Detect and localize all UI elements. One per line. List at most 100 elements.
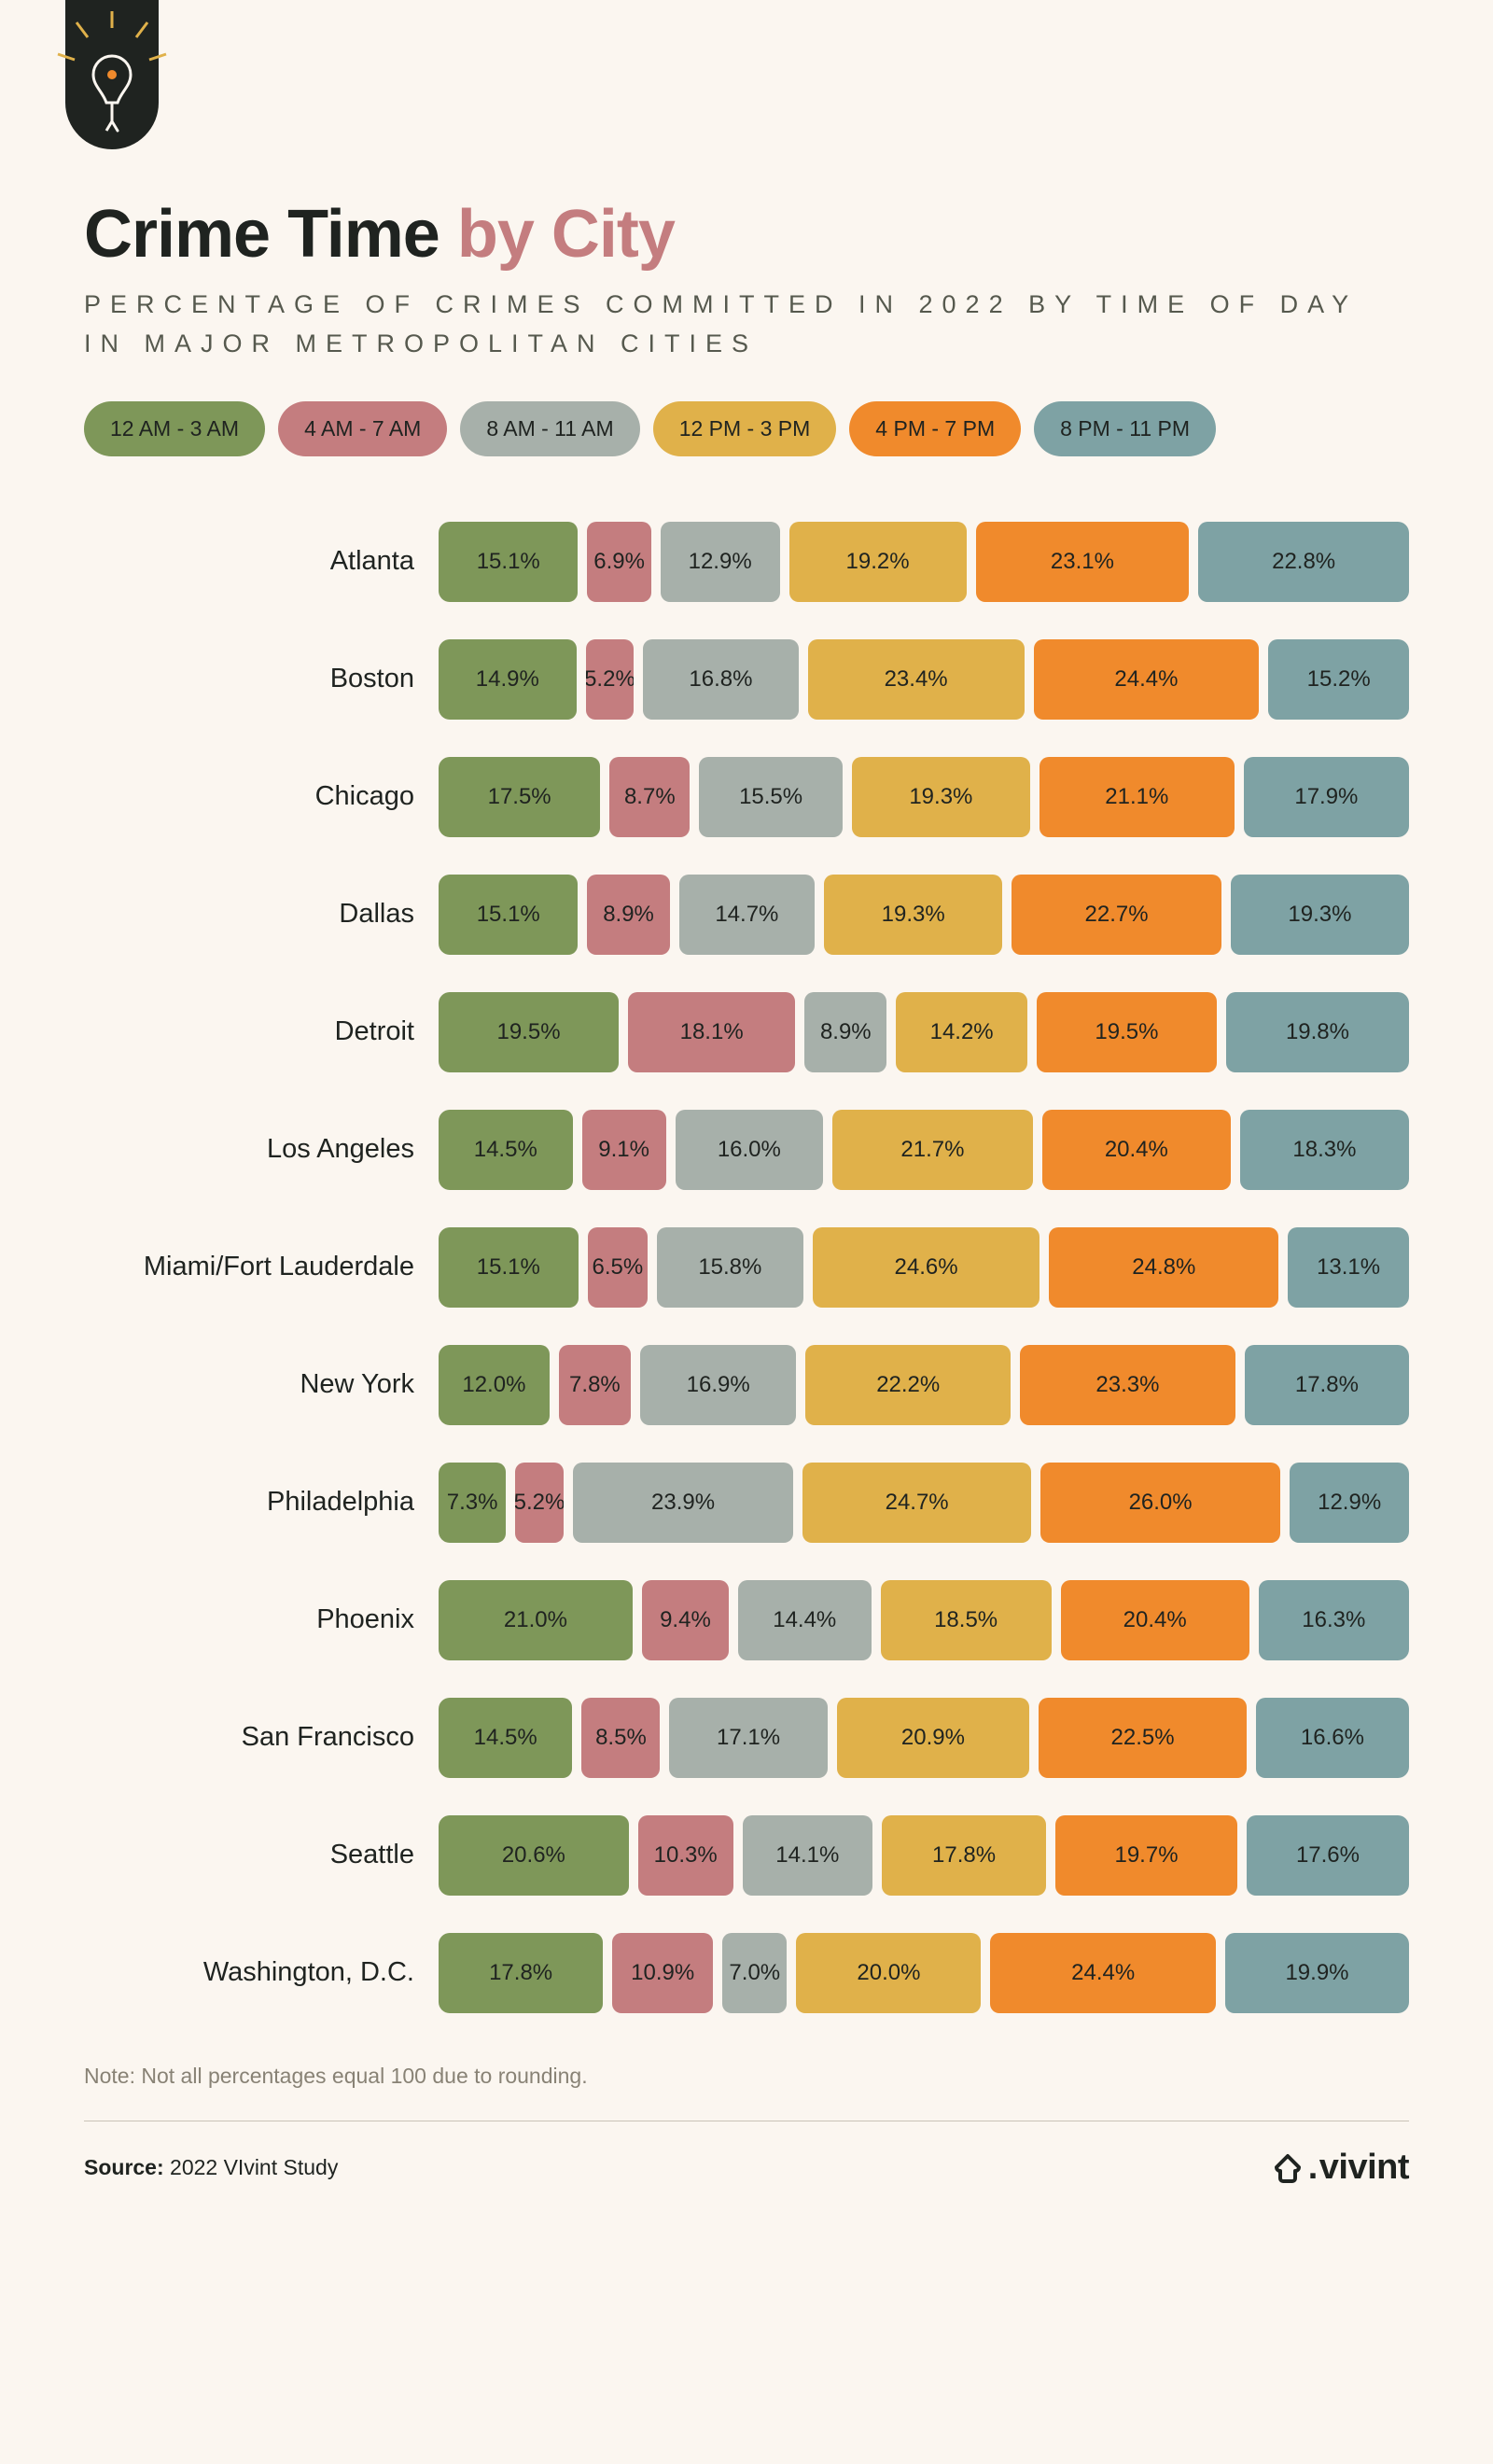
chart-row: Washington, D.C.17.8%10.9%7.0%20.0%24.4%…	[84, 1914, 1409, 2032]
row-label: San Francisco	[84, 1722, 439, 1753]
bar-segment: 23.9%	[573, 1463, 794, 1543]
source-label: Source:	[84, 2155, 164, 2179]
bar-segment: 22.7%	[1012, 875, 1221, 955]
bar-segment: 20.6%	[439, 1815, 629, 1896]
bar-segment: 19.8%	[1226, 992, 1409, 1072]
bar-segment: 21.7%	[832, 1110, 1033, 1190]
bar-segment: 23.1%	[976, 522, 1190, 602]
bar-segment: 26.0%	[1040, 1463, 1280, 1543]
bar-segment: 19.7%	[1055, 1815, 1237, 1896]
brand-logo: .vivint	[1269, 2148, 1409, 2188]
footer: Source: 2022 VIvint Study .vivint	[84, 2148, 1409, 2188]
bar-segment: 17.8%	[439, 1933, 603, 2013]
bar-segment: 19.5%	[439, 992, 619, 1072]
legend-item: 4 PM - 7 PM	[849, 401, 1021, 456]
bar-segment: 22.2%	[805, 1345, 1011, 1425]
bar-segment: 15.2%	[1268, 639, 1409, 720]
bar-segment: 17.5%	[439, 757, 600, 837]
bar-segment: 5.2%	[515, 1463, 563, 1543]
bar-segment: 22.5%	[1039, 1698, 1247, 1778]
legend-item: 12 AM - 3 AM	[84, 401, 265, 456]
stacked-bar: 21.0%9.4%14.4%18.5%20.4%16.3%	[439, 1580, 1409, 1660]
bar-segment: 21.0%	[439, 1580, 633, 1660]
bar-segment: 15.5%	[699, 757, 842, 837]
bar-segment: 15.1%	[439, 875, 578, 955]
bar-segment: 6.5%	[588, 1227, 648, 1308]
bar-segment: 20.9%	[837, 1698, 1030, 1778]
legend-item: 8 AM - 11 AM	[460, 401, 639, 456]
bar-segment: 17.8%	[1245, 1345, 1409, 1425]
bar-segment: 24.4%	[1034, 639, 1260, 720]
subtitle: PERCENTAGE OF CRIMES COMMITTED IN 2022 B…	[84, 286, 1409, 364]
bar-segment: 13.1%	[1288, 1227, 1409, 1308]
bar-segment: 24.7%	[802, 1463, 1031, 1543]
title-main: Crime Time	[84, 197, 457, 272]
stacked-bar: 14.5%8.5%17.1%20.9%22.5%16.6%	[439, 1698, 1409, 1778]
bar-segment: 14.1%	[743, 1815, 872, 1896]
bar-segment: 10.3%	[638, 1815, 733, 1896]
stacked-bar: 17.8%10.9%7.0%20.0%24.4%19.9%	[439, 1933, 1409, 2013]
row-label: Boston	[84, 664, 439, 694]
bar-segment: 23.3%	[1020, 1345, 1235, 1425]
stacked-bar: 20.6%10.3%14.1%17.8%19.7%17.6%	[439, 1815, 1409, 1896]
chart-row: Boston14.9%5.2%16.8%23.4%24.4%15.2%	[84, 621, 1409, 738]
bar-segment: 18.3%	[1240, 1110, 1409, 1190]
bar-segment: 17.6%	[1247, 1815, 1409, 1896]
bar-segment: 19.5%	[1037, 992, 1217, 1072]
bar-segment: 21.1%	[1040, 757, 1235, 837]
row-label: Detroit	[84, 1016, 439, 1047]
bar-segment: 17.1%	[669, 1698, 827, 1778]
bar-segment: 17.8%	[882, 1815, 1046, 1896]
chart-row: Seattle20.6%10.3%14.1%17.8%19.7%17.6%	[84, 1797, 1409, 1914]
row-label: Phoenix	[84, 1604, 439, 1635]
chart-row: Atlanta15.1%6.9%12.9%19.2%23.1%22.8%	[84, 503, 1409, 621]
bar-segment: 17.9%	[1244, 757, 1409, 837]
source-value: 2022 VIvint Study	[170, 2155, 338, 2179]
row-label: Atlanta	[84, 546, 439, 577]
bar-segment: 19.3%	[852, 757, 1030, 837]
legend: 12 AM - 3 AM4 AM - 7 AM8 AM - 11 AM12 PM…	[84, 401, 1409, 456]
bar-segment: 19.3%	[824, 875, 1002, 955]
chart-row: Chicago17.5%8.7%15.5%19.3%21.1%17.9%	[84, 738, 1409, 856]
bar-segment: 15.1%	[439, 1227, 579, 1308]
legend-item: 4 AM - 7 AM	[278, 401, 447, 456]
bar-segment: 8.9%	[804, 992, 886, 1072]
row-label: New York	[84, 1369, 439, 1400]
bar-segment: 19.3%	[1231, 875, 1409, 955]
bar-segment: 7.3%	[439, 1463, 506, 1543]
bar-segment: 18.5%	[881, 1580, 1052, 1660]
bar-segment: 19.9%	[1225, 1933, 1409, 2013]
light-bulb-icon	[47, 0, 177, 177]
bar-segment: 14.2%	[896, 992, 1027, 1072]
chart-row: Detroit19.5%18.1%8.9%14.2%19.5%19.8%	[84, 973, 1409, 1091]
chart-row: Phoenix21.0%9.4%14.4%18.5%20.4%16.3%	[84, 1561, 1409, 1679]
bar-segment: 6.9%	[587, 522, 650, 602]
chart-row: Dallas15.1%8.9%14.7%19.3%22.7%19.3%	[84, 856, 1409, 973]
row-label: Dallas	[84, 899, 439, 930]
stacked-bar-chart: Atlanta15.1%6.9%12.9%19.2%23.1%22.8%Bost…	[84, 503, 1409, 2032]
page-title: Crime Time by City	[84, 196, 1409, 273]
source-line: Source: 2022 VIvint Study	[84, 2155, 338, 2180]
row-label: Seattle	[84, 1840, 439, 1870]
chart-row: Miami/Fort Lauderdale15.1%6.5%15.8%24.6%…	[84, 1209, 1409, 1326]
bar-segment: 16.0%	[676, 1110, 823, 1190]
stacked-bar: 12.0%7.8%16.9%22.2%23.3%17.8%	[439, 1345, 1409, 1425]
bar-segment: 20.4%	[1042, 1110, 1231, 1190]
bar-segment: 16.3%	[1259, 1580, 1409, 1660]
bar-segment: 8.9%	[587, 875, 669, 955]
row-label: Washington, D.C.	[84, 1957, 439, 1988]
bar-segment: 10.9%	[612, 1933, 713, 2013]
bar-segment: 14.7%	[679, 875, 816, 955]
bar-segment: 8.7%	[609, 757, 690, 837]
bar-segment: 12.9%	[1290, 1463, 1409, 1543]
bar-segment: 15.8%	[657, 1227, 803, 1308]
stacked-bar: 15.1%6.9%12.9%19.2%23.1%22.8%	[439, 522, 1409, 602]
bar-segment: 14.9%	[439, 639, 577, 720]
row-label: Los Angeles	[84, 1134, 439, 1165]
chart-row: New York12.0%7.8%16.9%22.2%23.3%17.8%	[84, 1326, 1409, 1444]
bar-segment: 7.8%	[559, 1345, 631, 1425]
stacked-bar: 14.9%5.2%16.8%23.4%24.4%15.2%	[439, 639, 1409, 720]
bar-segment: 5.2%	[586, 639, 635, 720]
house-icon	[1269, 2149, 1306, 2186]
bar-segment: 24.4%	[990, 1933, 1216, 2013]
